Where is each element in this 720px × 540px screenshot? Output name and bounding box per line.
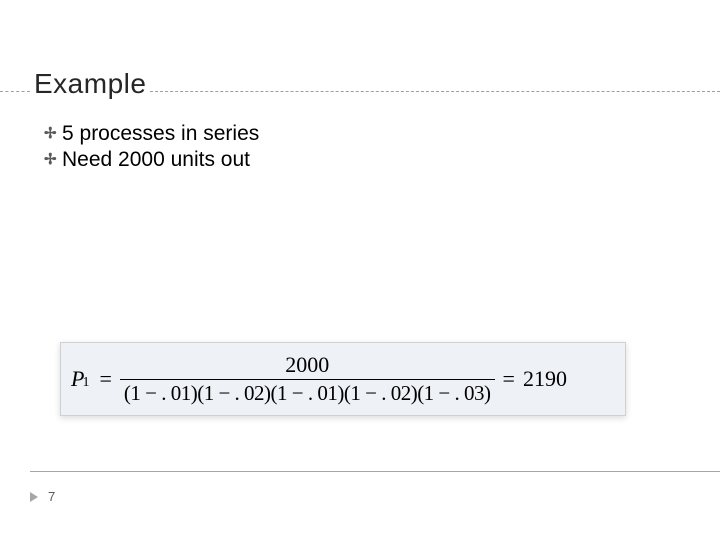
footer: 7 bbox=[30, 489, 55, 504]
equals-sign: = bbox=[503, 366, 515, 392]
page-number: 7 bbox=[48, 489, 55, 504]
bottom-divider bbox=[30, 471, 720, 472]
bullets: ✢ 5 processes in series ✢ Need 2000 unit… bbox=[0, 102, 720, 172]
play-icon bbox=[30, 492, 38, 502]
formula-subscript: 1 bbox=[82, 375, 89, 391]
fraction: 2000 (1 − . 01)(1 − . 02)(1 − . 01)(1 − … bbox=[120, 352, 495, 406]
title-dash-left bbox=[0, 91, 30, 92]
slide: Example ✢ 5 processes in series ✢ Need 2… bbox=[0, 0, 720, 540]
title-row: Example bbox=[0, 66, 720, 102]
equals-sign: = bbox=[99, 366, 111, 392]
formula-lhs: P1 bbox=[71, 366, 95, 392]
bullet-text: Need 2000 units out bbox=[62, 148, 250, 172]
list-item: ✢ Need 2000 units out bbox=[44, 148, 720, 172]
denominator: (1 − . 01)(1 − . 02)(1 − . 01)(1 − . 02)… bbox=[120, 379, 495, 406]
title-dash-right bbox=[150, 91, 720, 92]
numerator: 2000 bbox=[279, 352, 335, 379]
bullet-text: 5 processes in series bbox=[62, 122, 259, 146]
slide-title: Example bbox=[30, 68, 150, 100]
bullet-icon: ✢ bbox=[44, 124, 62, 142]
formula: P1 = 2000 (1 − . 01)(1 − . 02)(1 − . 01)… bbox=[60, 342, 626, 416]
list-item: ✢ 5 processes in series bbox=[44, 122, 720, 146]
formula-result: 2190 bbox=[523, 366, 567, 392]
bullet-icon: ✢ bbox=[44, 150, 62, 168]
